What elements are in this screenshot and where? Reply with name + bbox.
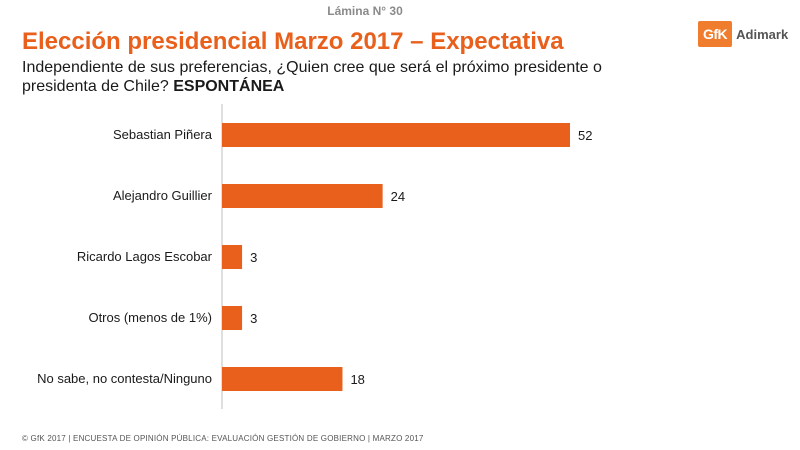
logo-mark: GfK [698,21,733,47]
category-label: Otros (menos de 1%) [88,310,212,325]
chart-title: Elección presidencial Marzo 2017 – Expec… [22,28,564,55]
data-label: 52 [578,128,592,143]
category-label: Ricardo Lagos Escobar [77,249,213,264]
category-label: Alejandro Guillier [113,188,213,203]
data-label: 18 [350,372,364,387]
bar [222,184,383,208]
subtitle-question: Independiente de sus preferencias, ¿Quie… [22,59,602,95]
subtitle-emphasis: ESPONTÁNEA [173,78,285,95]
bar-chart: Sebastian Piñera 52 Alejandro Guillier 24 Ri… [37,104,592,409]
bar [222,245,243,269]
data-label: 3 [250,311,257,326]
category-label: Sebastian Piñera [113,127,213,142]
logo-text: Adimark [736,26,789,42]
bar [222,306,243,330]
data-label: 24 [391,189,405,204]
slide-number: Lámina N° 30 [327,4,403,18]
bar [222,367,343,391]
gfk-adimark-logo: GfK Adimark [698,20,790,48]
category-label: No sabe, no contesta/Ninguno [37,371,212,386]
bar [222,123,570,147]
chart-subtitle: Independiente de sus preferencias, ¿Quie… [22,58,662,96]
data-label: 3 [250,250,257,265]
footer-note: © GfK 2017 | ENCUESTA DE OPINIÓN PÚBLICA… [22,434,424,443]
